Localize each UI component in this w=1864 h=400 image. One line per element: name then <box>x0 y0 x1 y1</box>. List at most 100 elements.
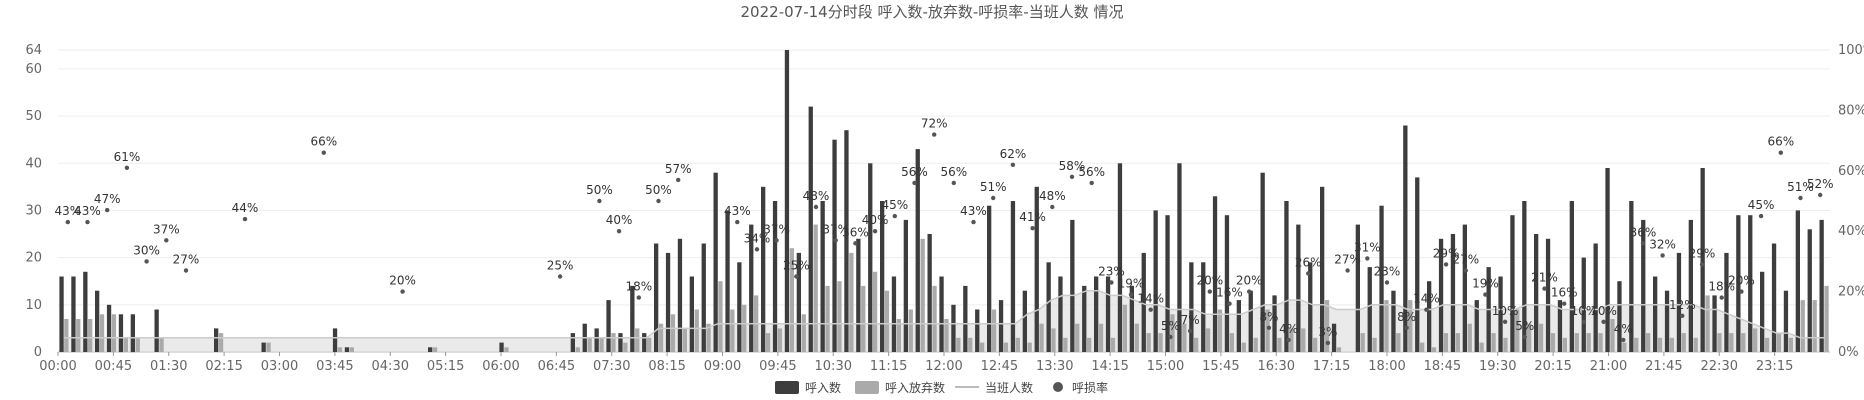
bar-abandoned <box>884 290 890 352</box>
grid <box>58 49 1830 353</box>
bar-calls <box>83 271 88 352</box>
bar-abandoned <box>991 309 997 352</box>
loss-rate-label: 37% <box>822 222 849 236</box>
bar-calls <box>59 276 64 352</box>
bar-abandoned <box>1550 333 1556 352</box>
bar-abandoned <box>1075 323 1080 352</box>
bar-calls <box>630 285 635 352</box>
bar-abandoned <box>920 238 925 353</box>
bar-abandoned <box>111 314 117 353</box>
bar-abandoned <box>1538 323 1544 352</box>
loss-rate-label: 41% <box>1019 210 1046 224</box>
bar-abandoned <box>1241 342 1246 352</box>
bar-abandoned <box>159 337 164 352</box>
bar-abandoned <box>99 314 105 353</box>
bar-calls <box>642 333 647 352</box>
loss-rate-label: 56% <box>1078 165 1105 179</box>
bar-calls <box>71 276 76 352</box>
bar-abandoned <box>432 347 438 352</box>
loss-rate-dot <box>813 204 819 210</box>
loss-rate-dot <box>1542 286 1547 291</box>
bar-abandoned <box>1396 333 1401 352</box>
bar-calls <box>654 243 659 352</box>
loss-rate-dot <box>1463 268 1469 273</box>
bar-abandoned <box>1229 333 1234 352</box>
bar-calls <box>1022 290 1027 352</box>
bar-abandoned <box>349 347 354 352</box>
bar-calls <box>1724 252 1729 352</box>
loss-rate-dot <box>1443 262 1449 267</box>
loss-rate-dot <box>1522 334 1528 340</box>
loss-rate-dot <box>1286 337 1291 343</box>
bar-abandoned <box>1146 333 1151 352</box>
bar-abandoned <box>1170 314 1175 353</box>
bar-calls <box>1819 219 1824 352</box>
bar-abandoned <box>1788 337 1793 352</box>
bar-abandoned <box>1610 319 1615 352</box>
loss-rate-dot <box>774 238 779 243</box>
loss-rate-label: 20% <box>1728 274 1755 288</box>
loss-rate-label: 51% <box>980 180 1007 194</box>
loss-rate-dot <box>242 216 248 222</box>
bar-calls <box>1688 219 1693 352</box>
bar-abandoned <box>88 319 93 352</box>
loss-rate-label: 47% <box>94 192 121 206</box>
y-right-tick-label: 0% <box>1838 345 1859 360</box>
bar-abandoned <box>1503 337 1508 352</box>
y-left-tick-label: 64 <box>25 43 42 58</box>
bar-abandoned <box>1657 337 1663 352</box>
bar-abandoned <box>932 285 937 352</box>
bar-abandoned <box>896 319 901 352</box>
y-left-tick-label: 30 <box>25 203 42 218</box>
x-tick-label: 18:00 <box>1368 359 1405 374</box>
bar-abandoned <box>1182 323 1187 352</box>
loss-rate-dot <box>1424 307 1429 312</box>
x-tick-label: 06:00 <box>482 359 519 374</box>
bar-abandoned <box>587 337 592 352</box>
bar-calls <box>891 276 897 352</box>
loss-rate-dot <box>1050 204 1055 210</box>
bar-abandoned <box>1372 337 1377 352</box>
loss-rate-dot <box>1148 307 1153 312</box>
loss-rate-dot <box>1483 292 1488 297</box>
chart-title: 2022-07-14分时段 呼入数-放弃数-呼损率-当班人数 情况 <box>741 3 1124 21</box>
loss-rate-dot <box>1207 289 1213 294</box>
bar-calls <box>606 300 611 352</box>
bar-calls <box>1224 215 1230 352</box>
bar-abandoned <box>1527 323 1532 352</box>
loss-rate-label: 37% <box>153 222 180 236</box>
bar-calls <box>261 342 266 352</box>
bar-calls <box>1557 300 1563 352</box>
loss-rate-dot <box>833 238 838 243</box>
bar-calls <box>1617 281 1622 352</box>
loss-rate-label: 20% <box>1196 274 1223 288</box>
x-tick-label: 11:15 <box>870 359 907 374</box>
bar-calls <box>499 342 504 352</box>
loss-rate-label: 36% <box>1630 225 1657 239</box>
bar-abandoned <box>1455 333 1460 352</box>
loss-rate-dot <box>932 132 937 137</box>
x-tick-label: 12:00 <box>925 359 962 374</box>
y-left-tick-label: 40 <box>25 156 42 171</box>
bar-abandoned <box>1431 347 1437 352</box>
x-tick-label: 05:15 <box>427 359 464 374</box>
loss-rate-label: 29% <box>1433 246 1460 260</box>
bar-abandoned <box>1324 300 1330 352</box>
bar-calls <box>951 304 956 352</box>
loss-rate-label: 7% <box>1181 313 1200 327</box>
bar-calls <box>1141 252 1146 352</box>
loss-rate-dot <box>1719 295 1724 300</box>
loss-rate-label: 26% <box>1295 256 1322 270</box>
bar-calls <box>1308 262 1313 352</box>
loss-rate-dot <box>1030 226 1035 231</box>
bar-calls <box>1355 224 1360 352</box>
y-left-tick-label: 0 <box>34 345 42 360</box>
bar-abandoned <box>1098 323 1104 352</box>
bar-abandoned <box>1134 323 1139 352</box>
loss-rate-dot <box>754 247 760 252</box>
loss-rate-label: 37% <box>763 222 790 236</box>
bar-calls <box>737 262 742 352</box>
loss-rate-label: 50% <box>645 183 672 197</box>
loss-rate-label: 43% <box>724 204 751 218</box>
